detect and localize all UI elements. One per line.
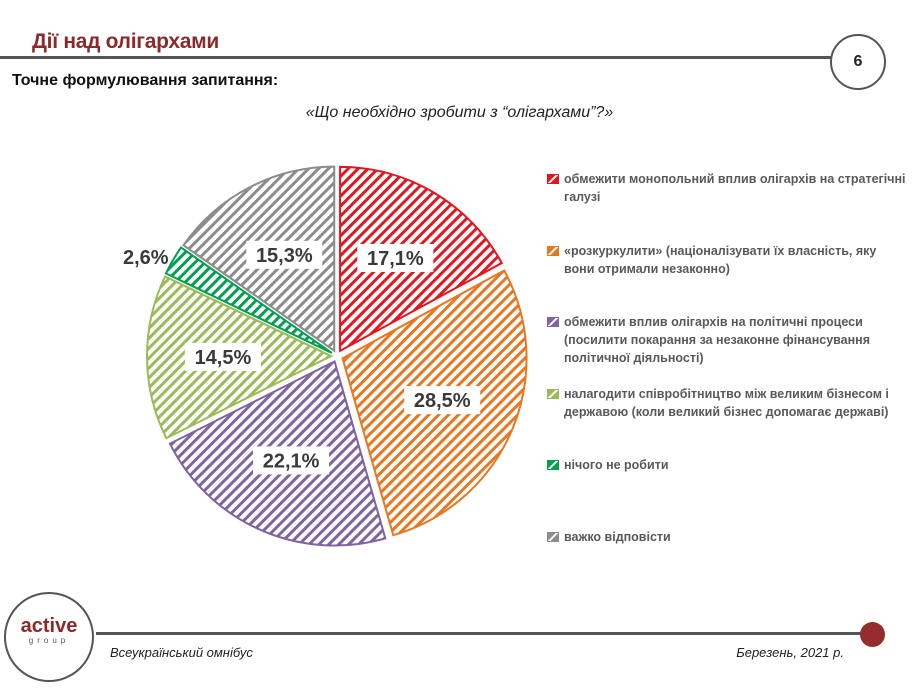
legend-item: важко відповісти: [547, 528, 671, 546]
legend-swatch: [547, 317, 559, 327]
slice-label-text: 28,5%: [414, 390, 471, 412]
header-divider: [0, 56, 835, 59]
legend-label: важко відповісти: [564, 530, 671, 544]
logo: active group: [4, 592, 94, 682]
legend-swatch: [547, 532, 559, 542]
slice-label-background: [246, 240, 323, 269]
pie-slice: [164, 246, 333, 354]
legend-item: налагодити співробітництво між великим б…: [547, 385, 907, 421]
legend-item: обмежити монопольний вплив олігархів на …: [547, 170, 907, 206]
legend-swatch: [547, 174, 559, 184]
page-number: 6: [830, 34, 886, 90]
legend-label: «розкуркулити» (націоналізувати їх власн…: [564, 244, 877, 276]
legend-item: нічого не робити: [547, 456, 669, 474]
slice-label-text: 14,5%: [195, 347, 252, 369]
legend-label: обмежити вплив олігархів на політичні пр…: [564, 315, 871, 365]
logo-main: active: [20, 615, 78, 637]
slice-label-background: [357, 243, 434, 272]
slide-title: Дії над олігархами: [32, 30, 219, 53]
legend-swatch: [547, 246, 559, 256]
logo-sub: group: [28, 636, 70, 645]
slice-label: 17,1%: [357, 243, 434, 272]
slice-label: 2,6%: [123, 247, 169, 269]
slice-label-text: 2,6%: [123, 247, 169, 269]
slice-label: 15,3%: [246, 240, 323, 269]
legend-swatch: [547, 460, 559, 470]
slice-label: 28,5%: [404, 386, 481, 415]
legend-swatch: [547, 389, 559, 399]
footer-survey: Всеукраїнський омнібус: [110, 645, 253, 660]
legend-item: «розкуркулити» (націоналізувати їх власн…: [547, 242, 907, 278]
legend-label: налагодити співробітництво між великим б…: [564, 387, 889, 419]
slice-label-background: [404, 386, 481, 415]
question-text: «Що необхідно зробити з “олігархами”?»: [305, 104, 614, 121]
legend-label: нічого не робити: [564, 458, 669, 472]
slice-label: 22,1%: [253, 446, 330, 475]
footer-dot: [860, 622, 885, 647]
legend-label: обмежити монопольний вплив олігархів на …: [564, 172, 906, 204]
slice-label: 14,5%: [184, 342, 261, 371]
question-heading: Точне формулювання запитання:: [12, 72, 279, 89]
slice-label-background: [184, 342, 261, 371]
slice-label-text: 17,1%: [367, 248, 424, 270]
footer-divider: [96, 632, 871, 635]
slice-label-text: 22,1%: [263, 450, 320, 472]
slice-label-text: 15,3%: [256, 245, 313, 267]
footer-date: Березень, 2021 р.: [736, 645, 844, 660]
legend-item: обмежити вплив олігархів на політичні пр…: [547, 313, 907, 367]
slice-label-background: [253, 446, 330, 475]
